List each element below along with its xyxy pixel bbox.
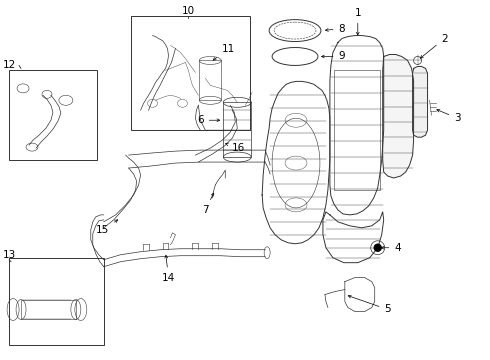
Polygon shape	[413, 67, 428, 137]
Text: 16: 16	[225, 143, 245, 153]
Bar	[21, 300, 76, 319]
Bar	[9, 71, 97, 160]
Polygon shape	[262, 81, 330, 244]
Circle shape	[374, 244, 381, 251]
Text: 6: 6	[197, 115, 220, 125]
Text: 15: 15	[96, 220, 118, 235]
Text: 5: 5	[348, 295, 391, 315]
Text: 9: 9	[321, 51, 345, 62]
Text: 1: 1	[354, 8, 361, 35]
Text: 11: 11	[213, 44, 235, 60]
Text: 14: 14	[162, 255, 175, 283]
Text: 2: 2	[420, 33, 448, 58]
Bar	[131, 15, 250, 130]
Polygon shape	[383, 54, 414, 178]
Bar	[223, 102, 251, 157]
Text: 13: 13	[2, 250, 16, 260]
Text: 12: 12	[2, 60, 16, 71]
Text: 3: 3	[437, 109, 461, 123]
Text: 10: 10	[182, 6, 195, 15]
Text: 4: 4	[381, 243, 401, 253]
Polygon shape	[345, 278, 375, 311]
Bar	[9, 258, 104, 345]
Bar	[199, 60, 221, 100]
Bar	[334, 71, 380, 190]
Text: 8: 8	[325, 24, 345, 33]
Polygon shape	[323, 212, 384, 263]
Text: 7: 7	[202, 193, 214, 215]
Polygon shape	[330, 36, 384, 215]
